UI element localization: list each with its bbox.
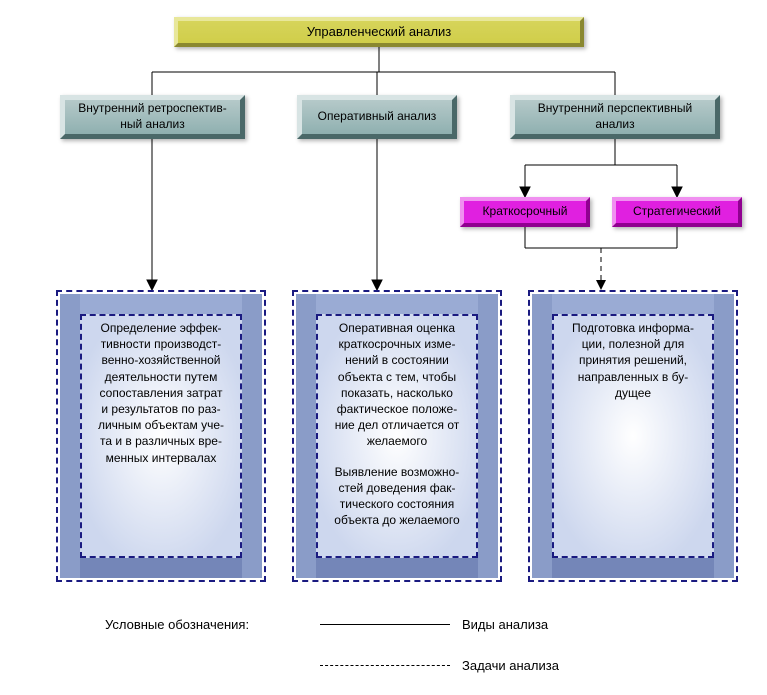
tasks-retrospective-p0: Определение эффек-тивности производст-ве…: [86, 320, 236, 466]
root-label: Управленческий анализ: [307, 24, 452, 41]
node-operative-label: Оперативный анализ: [318, 109, 437, 125]
node-short-term: Краткосрочный: [460, 197, 590, 227]
root-node: Управленческий анализ: [174, 17, 584, 47]
legend-dashed-label: Задачи анализа: [462, 658, 559, 673]
node-strategic: Стратегический: [612, 197, 742, 227]
tasks-operative-p0: Оперативная оценкакраткосрочных изме-нен…: [322, 320, 472, 450]
tasks-retrospective: Определение эффек-тивности производст-ве…: [56, 290, 266, 582]
node-prospective-label: Внутренний перспективныйанализ: [538, 101, 692, 132]
legend-solid-line: [320, 624, 450, 625]
tasks-operative: Оперативная оценкакраткосрочных изме-нен…: [292, 290, 502, 582]
tasks-operative-p1: Выявление возможно-стей доведения фак-ти…: [322, 464, 472, 529]
node-short-term-label: Краткосрочный: [483, 204, 568, 220]
legend-title-text: Условные обозначения:: [105, 617, 249, 632]
node-strategic-label: Стратегический: [633, 204, 721, 220]
legend-solid-label: Виды анализа: [462, 617, 548, 632]
tasks-prospective-p0: Подготовка информа-ции, полезной дляприн…: [558, 320, 708, 401]
legend-solid-label-text: Виды анализа: [462, 617, 548, 632]
tasks-prospective: Подготовка информа-ции, полезной дляприн…: [528, 290, 738, 582]
node-retrospective-label: Внутренний ретроспектив-ный анализ: [78, 101, 226, 132]
node-retrospective: Внутренний ретроспектив-ный анализ: [60, 95, 245, 139]
legend-title: Условные обозначения:: [105, 617, 249, 632]
legend-dashed-label-text: Задачи анализа: [462, 658, 559, 673]
node-operative: Оперативный анализ: [297, 95, 457, 139]
node-prospective: Внутренний перспективныйанализ: [510, 95, 720, 139]
legend-dashed-line: [320, 665, 450, 666]
